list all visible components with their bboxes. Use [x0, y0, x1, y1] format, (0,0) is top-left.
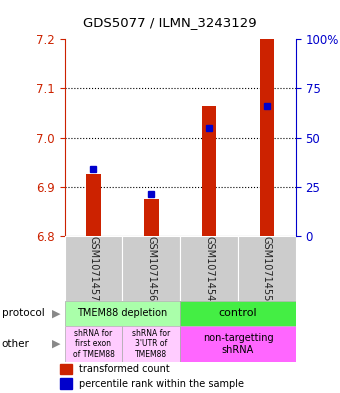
Text: TMEM88 depletion: TMEM88 depletion: [77, 309, 168, 318]
Bar: [65, 326, 122, 362]
Text: GSM1071455: GSM1071455: [262, 235, 272, 301]
Bar: [65, 236, 122, 301]
Bar: [180, 236, 238, 301]
Text: GSM1071456: GSM1071456: [146, 235, 156, 301]
Bar: [238, 236, 296, 301]
Text: ▶: ▶: [52, 339, 61, 349]
Text: other: other: [2, 339, 30, 349]
Text: GSM1071457: GSM1071457: [88, 235, 99, 301]
Text: shRNA for
3'UTR of
TMEM88: shRNA for 3'UTR of TMEM88: [132, 329, 170, 359]
Text: ▶: ▶: [52, 309, 61, 318]
Text: percentile rank within the sample: percentile rank within the sample: [79, 379, 244, 389]
Bar: [60, 364, 72, 374]
Bar: [144, 199, 158, 236]
Text: GDS5077 / ILMN_3243129: GDS5077 / ILMN_3243129: [83, 17, 257, 29]
Text: control: control: [219, 309, 257, 318]
Text: transformed count: transformed count: [79, 364, 170, 374]
Bar: [122, 236, 180, 301]
Bar: [260, 39, 274, 236]
Bar: [180, 301, 296, 326]
Bar: [122, 326, 180, 362]
Bar: [60, 378, 72, 389]
Bar: [65, 301, 180, 326]
Text: protocol: protocol: [2, 309, 45, 318]
Text: non-targetting
shRNA: non-targetting shRNA: [203, 333, 273, 354]
Bar: [180, 326, 296, 362]
Text: GSM1071454: GSM1071454: [204, 235, 214, 301]
Bar: [202, 106, 216, 236]
Bar: [86, 174, 101, 236]
Text: shRNA for
first exon
of TMEM88: shRNA for first exon of TMEM88: [72, 329, 115, 359]
